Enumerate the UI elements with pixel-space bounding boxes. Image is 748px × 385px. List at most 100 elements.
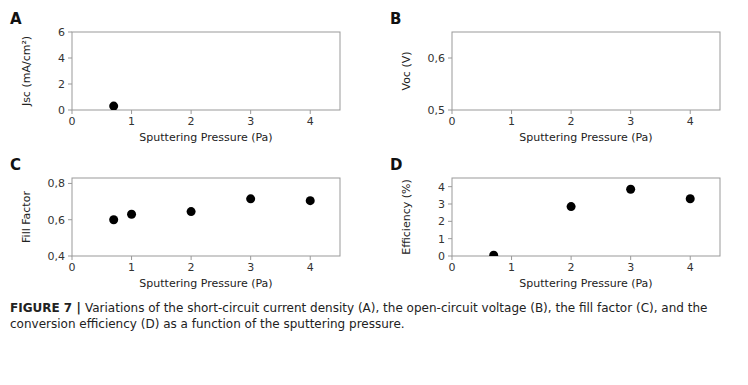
y-tick	[68, 84, 72, 85]
y-tick-label: 4	[58, 52, 65, 65]
x-tick	[131, 110, 132, 114]
y-tick-label: 2	[58, 78, 65, 91]
point	[109, 102, 118, 110]
point	[246, 194, 255, 203]
y-tick-label: 3	[438, 198, 445, 211]
x-tick	[690, 110, 691, 114]
y-tick	[68, 183, 72, 184]
point	[686, 194, 695, 203]
x-tick-label: 4	[307, 261, 314, 274]
point	[489, 251, 498, 256]
y-tick	[448, 110, 452, 111]
x-tick	[571, 110, 572, 114]
x-axis-label: Sputtering Pressure (Pa)	[139, 131, 272, 144]
plot-frame	[72, 32, 340, 110]
panel-label: C	[10, 156, 21, 174]
y-axis-label: Jsc (mA/cm²)	[20, 36, 33, 107]
points	[109, 194, 315, 224]
y-tick	[68, 219, 72, 220]
panel: 0 1 2 3 4 0,5 0,6 Sputtering Pressure (Pa) Voc (…	[390, 10, 720, 144]
x-axis-label: Sputtering Pressure (Pa)	[519, 277, 652, 290]
panel: 0 1 2 3 4 0,4 0,6 0,8 Sputtering Pressure (Pa) Fi…	[10, 156, 340, 290]
y-tick-label: 0	[58, 104, 65, 117]
y-tick	[448, 221, 452, 222]
x-tick	[630, 110, 631, 114]
x-tick-label: 3	[627, 261, 634, 274]
x-tick-label: 2	[568, 261, 575, 274]
x-tick	[690, 256, 691, 260]
y-tick	[68, 110, 72, 111]
x-tick-label: 1	[508, 115, 515, 128]
x-tick-label: 3	[247, 115, 254, 128]
y-tick-label: 0,4	[48, 250, 66, 263]
x-tick-label: 1	[508, 261, 515, 274]
x-tick-label: 0	[449, 261, 456, 274]
point	[127, 210, 136, 219]
x-tick-label: 4	[687, 261, 694, 274]
y-axis-label: Fill Factor	[20, 191, 33, 243]
x-tick	[630, 256, 631, 260]
point	[626, 185, 635, 194]
x-tick	[191, 110, 192, 114]
x-tick-label: 0	[69, 261, 76, 274]
y-tick	[68, 256, 72, 257]
y-tick-label: 0,6	[428, 52, 446, 65]
plot-frame	[72, 178, 340, 256]
x-tick-label: 2	[188, 115, 195, 128]
x-tick-label: 0	[449, 115, 456, 128]
x-tick	[310, 110, 311, 114]
y-tick-label: 6	[58, 26, 65, 39]
y-axis-label: Efficiency (%)	[400, 179, 413, 255]
x-tick-label: 3	[627, 115, 634, 128]
x-tick	[511, 256, 512, 260]
figure: 0 1 2 3 4 0 2 4 6 Sputtering Pressure (Pa) Jsc (mA…	[0, 0, 748, 290]
y-tick-label: 1	[438, 233, 445, 246]
x-tick-label: 1	[128, 261, 135, 274]
caption-text: Variations of the short-circuit current …	[10, 301, 707, 331]
y-tick	[68, 58, 72, 59]
x-tick-label: 2	[188, 261, 195, 274]
x-tick	[250, 110, 251, 114]
panel-label: B	[390, 10, 401, 28]
x-tick-label: 2	[568, 115, 575, 128]
y-tick	[448, 58, 452, 59]
x-tick-label: 1	[128, 115, 135, 128]
panel: 0 1 2 3 4 0 1 2 3 4 Sputtering Pressure (Pa) Effici…	[390, 156, 720, 290]
plot-frame	[452, 32, 720, 110]
points	[489, 185, 695, 256]
y-tick-label: 2	[438, 215, 445, 228]
x-tick	[571, 256, 572, 260]
x-tick	[310, 256, 311, 260]
caption: FIGURE 7 |Variations of the short-circui…	[10, 300, 738, 332]
x-axis-label: Sputtering Pressure (Pa)	[519, 131, 652, 144]
x-tick-label: 4	[687, 115, 694, 128]
y-tick-label: 0,8	[48, 177, 66, 190]
panel-label: A	[10, 10, 22, 28]
point	[567, 202, 576, 211]
y-tick	[68, 32, 72, 33]
y-axis-label: Voc (V)	[400, 51, 413, 90]
x-axis-label: Sputtering Pressure (Pa)	[139, 277, 272, 290]
y-tick	[448, 256, 452, 257]
y-tick-label: 0	[438, 250, 445, 263]
x-tick	[131, 256, 132, 260]
y-tick	[448, 238, 452, 239]
x-tick	[511, 110, 512, 114]
y-tick-label: 4	[438, 181, 445, 194]
x-tick-label: 0	[69, 115, 76, 128]
x-tick	[452, 256, 453, 260]
y-tick-label: 0,5	[428, 104, 446, 117]
point	[187, 207, 196, 216]
point	[306, 196, 315, 205]
x-tick	[250, 256, 251, 260]
caption-prefix: FIGURE 7 |	[10, 301, 81, 315]
y-tick	[448, 204, 452, 205]
x-tick-label: 3	[247, 261, 254, 274]
points	[109, 102, 118, 110]
y-tick	[448, 186, 452, 187]
x-tick	[191, 256, 192, 260]
x-tick-label: 4	[307, 115, 314, 128]
x-tick	[452, 110, 453, 114]
y-tick-label: 0,6	[48, 214, 66, 227]
x-tick	[72, 256, 73, 260]
